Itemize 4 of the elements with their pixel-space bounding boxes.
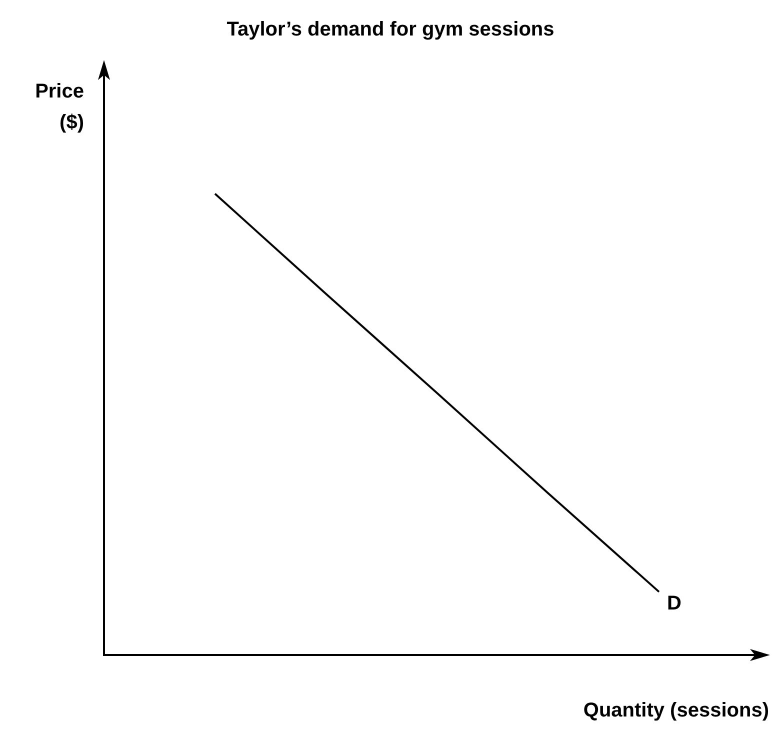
x-axis-title: Quantity (sessions) [583, 700, 769, 722]
series-label: D [667, 592, 682, 614]
chart-title: Taylor’s demand for gym sessions [226, 18, 554, 41]
y-axis-title: Price ($) [35, 80, 84, 134]
